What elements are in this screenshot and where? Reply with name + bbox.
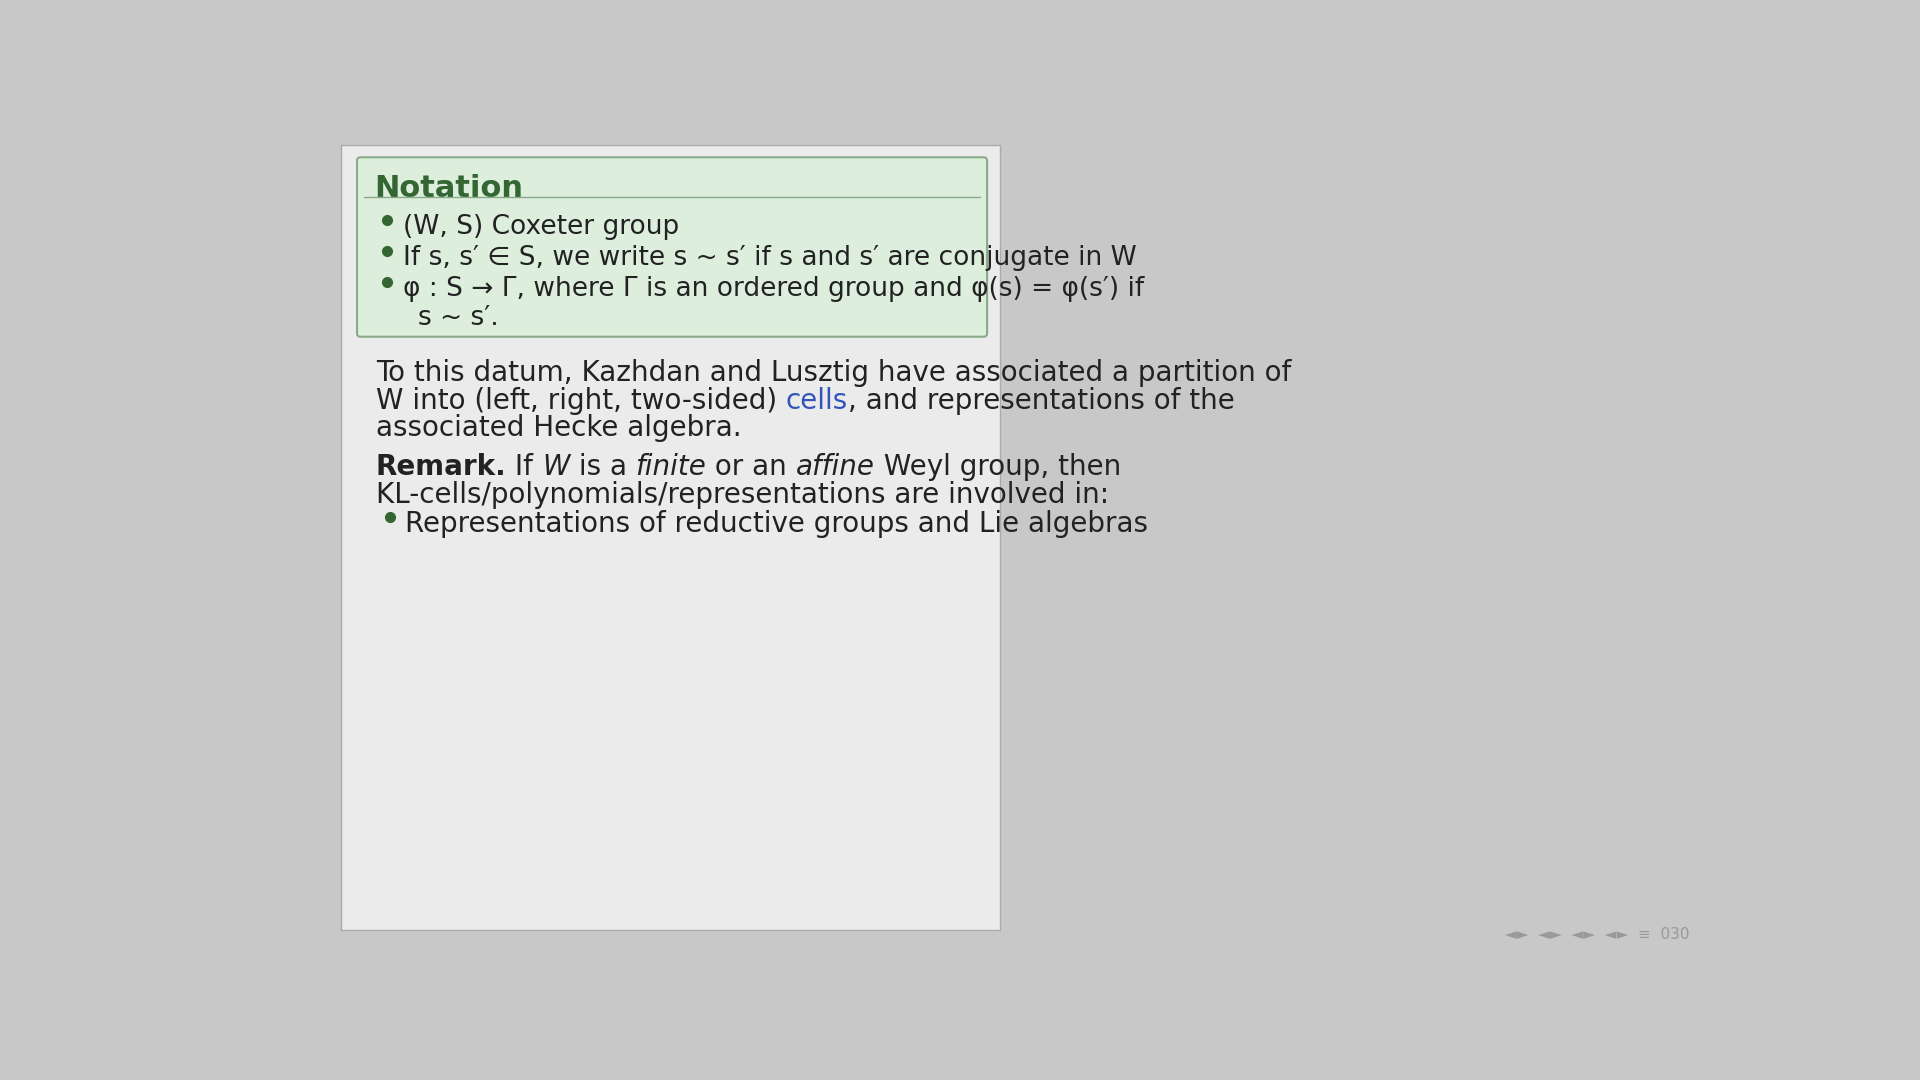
Text: φ : S → Γ, where Γ is an ordered group and φ(s) = φ(s′) if: φ : S → Γ, where Γ is an ordered group a… [403,275,1144,302]
Text: If s, s′ ∈ S, we write s ~ s′ if s and s′ are conjugate in W: If s, s′ ∈ S, we write s ~ s′ if s and s… [403,245,1137,271]
FancyBboxPatch shape [357,158,987,337]
Text: W: W [541,453,570,481]
Text: finite: finite [636,453,707,481]
Text: ◄►  ◄►  ◄►  ◄►  ≡  030: ◄► ◄► ◄► ◄► ≡ 030 [1505,927,1690,942]
Text: s ~ s′.: s ~ s′. [419,306,499,332]
Text: Representations of reductive groups and Lie algebras: Representations of reductive groups and … [405,510,1148,538]
Text: cells: cells [785,387,849,415]
FancyBboxPatch shape [340,145,1000,930]
Text: (W, S) Coxeter group: (W, S) Coxeter group [403,214,680,241]
Text: Weyl group, then: Weyl group, then [876,453,1121,481]
Text: KL-cells/polynomials/representations are involved in:: KL-cells/polynomials/representations are… [376,481,1108,509]
Text: W into (left, right, two-sided): W into (left, right, two-sided) [376,387,785,415]
Text: associated Hecke algebra.: associated Hecke algebra. [376,415,741,443]
Text: To this datum, Kazhdan and Lusztig have associated a partition of: To this datum, Kazhdan and Lusztig have … [376,359,1290,387]
Text: is a: is a [570,453,636,481]
Text: If: If [507,453,541,481]
Text: or an: or an [707,453,797,481]
Text: Notation: Notation [374,174,522,203]
Text: affine: affine [797,453,876,481]
Text: , and representations of the: , and representations of the [849,387,1235,415]
Text: Remark.: Remark. [376,453,507,481]
